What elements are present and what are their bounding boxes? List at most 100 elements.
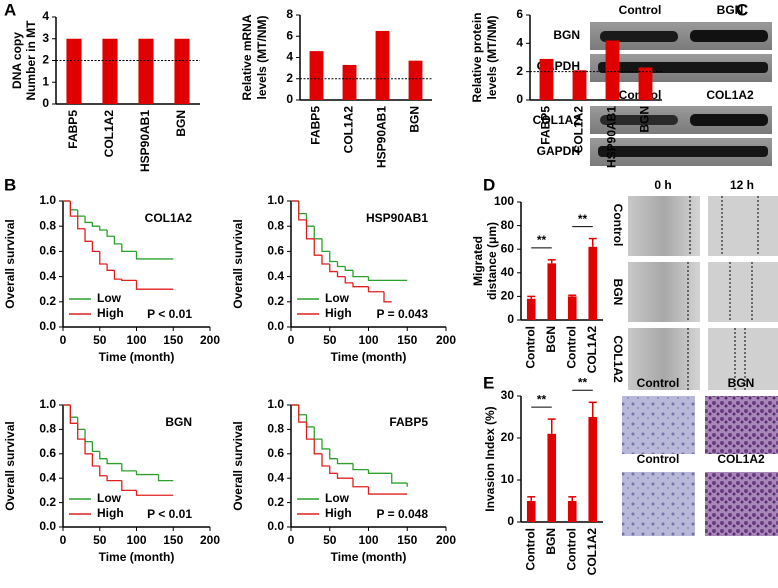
bar: [572, 70, 587, 100]
survival-step: [367, 276, 408, 282]
y-tick-label: 0.4: [39, 470, 56, 484]
survival-step: [77, 216, 86, 230]
y-tick-label: 0.0: [39, 319, 56, 333]
survival-step: [352, 478, 369, 488]
survival-step: [77, 423, 86, 440]
survival-step: [352, 270, 369, 278]
image-label: COL1A2: [717, 452, 765, 466]
survival-step: [69, 405, 78, 424]
x-axis-label: Time (month): [99, 350, 175, 364]
survival-step: [84, 429, 93, 443]
blot-band: [598, 146, 768, 157]
survival-step: [321, 238, 330, 253]
y-tick-label: 0.6: [39, 244, 56, 258]
significance-label: **: [537, 233, 547, 247]
y-tick-label: 4: [516, 36, 523, 50]
x-tick-label: 100: [126, 333, 146, 347]
wound-images: [628, 196, 778, 390]
survival-step: [99, 226, 108, 231]
y-tick-label: 1.0: [39, 193, 56, 207]
significance-label: **: [578, 212, 588, 226]
y-tick-label: 0: [286, 92, 293, 106]
y-tick-label: 0.8: [267, 218, 284, 232]
blot-band: [690, 30, 768, 42]
p-value: P = 0.043: [377, 307, 429, 321]
x-tick-label: 150: [397, 533, 417, 547]
survival-step: [321, 453, 330, 467]
image-column-label: 12 h: [730, 178, 754, 192]
chart-title: COL1A2: [145, 211, 193, 225]
x-tick-label: 50: [323, 533, 337, 547]
x-tick-label: HSP90AB1: [375, 106, 389, 168]
survival-step: [344, 266, 353, 271]
bar: [342, 64, 357, 100]
y-tick-label: 30: [501, 388, 515, 402]
y-tick-label: 20: [501, 289, 515, 303]
blot-lane-label: Control: [619, 3, 662, 17]
image-row-label: Control: [611, 204, 625, 247]
x-tick-label: FABP5: [66, 110, 80, 149]
x-tick-label: COL1A2: [585, 326, 599, 374]
survival-step: [298, 201, 307, 221]
legend-label: High: [97, 306, 124, 320]
y-axis-label: Overall survival: [3, 421, 17, 510]
survival-step: [106, 458, 122, 465]
y-tick-label: 0: [507, 514, 514, 528]
x-tick-label: 200: [200, 533, 220, 547]
survival-step: [69, 201, 78, 211]
survival-step: [336, 473, 353, 479]
x-tick-label: 150: [397, 333, 417, 347]
x-tick-label: 200: [436, 333, 456, 347]
blot-band: [598, 62, 768, 73]
y-tick-label: 1.0: [39, 397, 56, 411]
survival-step: [329, 251, 338, 263]
survival-step: [106, 229, 115, 237]
survival-step: [298, 201, 307, 215]
survival-step: [91, 441, 100, 453]
y-tick-label: 0.6: [267, 446, 284, 460]
survival-step: [69, 405, 78, 418]
bar: [309, 51, 324, 100]
x-tick-label: 200: [200, 333, 220, 347]
survival-step: [313, 439, 322, 455]
chart-title: HSP90AB1: [366, 211, 428, 225]
y-tick-label: 2: [286, 71, 293, 85]
survival-step: [135, 280, 174, 290]
survival-step: [305, 219, 315, 240]
x-tick-label: BGN: [408, 106, 422, 133]
blot-row-label: GAPDH: [537, 144, 580, 158]
bar: [539, 58, 554, 100]
y-tick-label: 4: [286, 50, 293, 64]
x-tick-label: 200: [436, 533, 456, 547]
bar: [547, 433, 557, 522]
panel-letter: E: [483, 373, 494, 392]
image-label: Control: [637, 376, 680, 390]
x-tick-label: 100: [358, 333, 378, 347]
survival-step: [121, 463, 137, 472]
x-tick-label: 0: [288, 533, 295, 547]
survival-step: [99, 251, 108, 265]
y-axis-label: levels (MT/NM): [485, 15, 499, 99]
bar: [605, 40, 620, 100]
x-axis-label: Time (month): [331, 550, 407, 564]
survival-step: [77, 417, 86, 431]
x-tick-label: HSP90AB1: [138, 110, 152, 172]
survival-step: [77, 209, 86, 217]
y-tick-label: 0.4: [39, 269, 56, 283]
y-axis-label: distance (μm): [485, 222, 499, 300]
y-axis-label: Overall survival: [231, 421, 245, 510]
survival-step: [352, 463, 369, 471]
y-axis-label: Overall survival: [3, 219, 17, 308]
survival-step: [305, 414, 315, 428]
bar: [526, 298, 536, 320]
y-tick-label: 6: [516, 7, 523, 21]
invasion-images: [622, 396, 778, 536]
x-axis-label: Time (month): [331, 350, 407, 364]
survival-step: [329, 448, 338, 460]
survival-step: [106, 475, 122, 482]
y-axis-label: levels (MT/NM): [255, 15, 269, 99]
x-tick-label: 50: [323, 333, 337, 347]
panel-letter: C: [736, 0, 748, 19]
y-axis-label: Overall survival: [231, 219, 245, 308]
